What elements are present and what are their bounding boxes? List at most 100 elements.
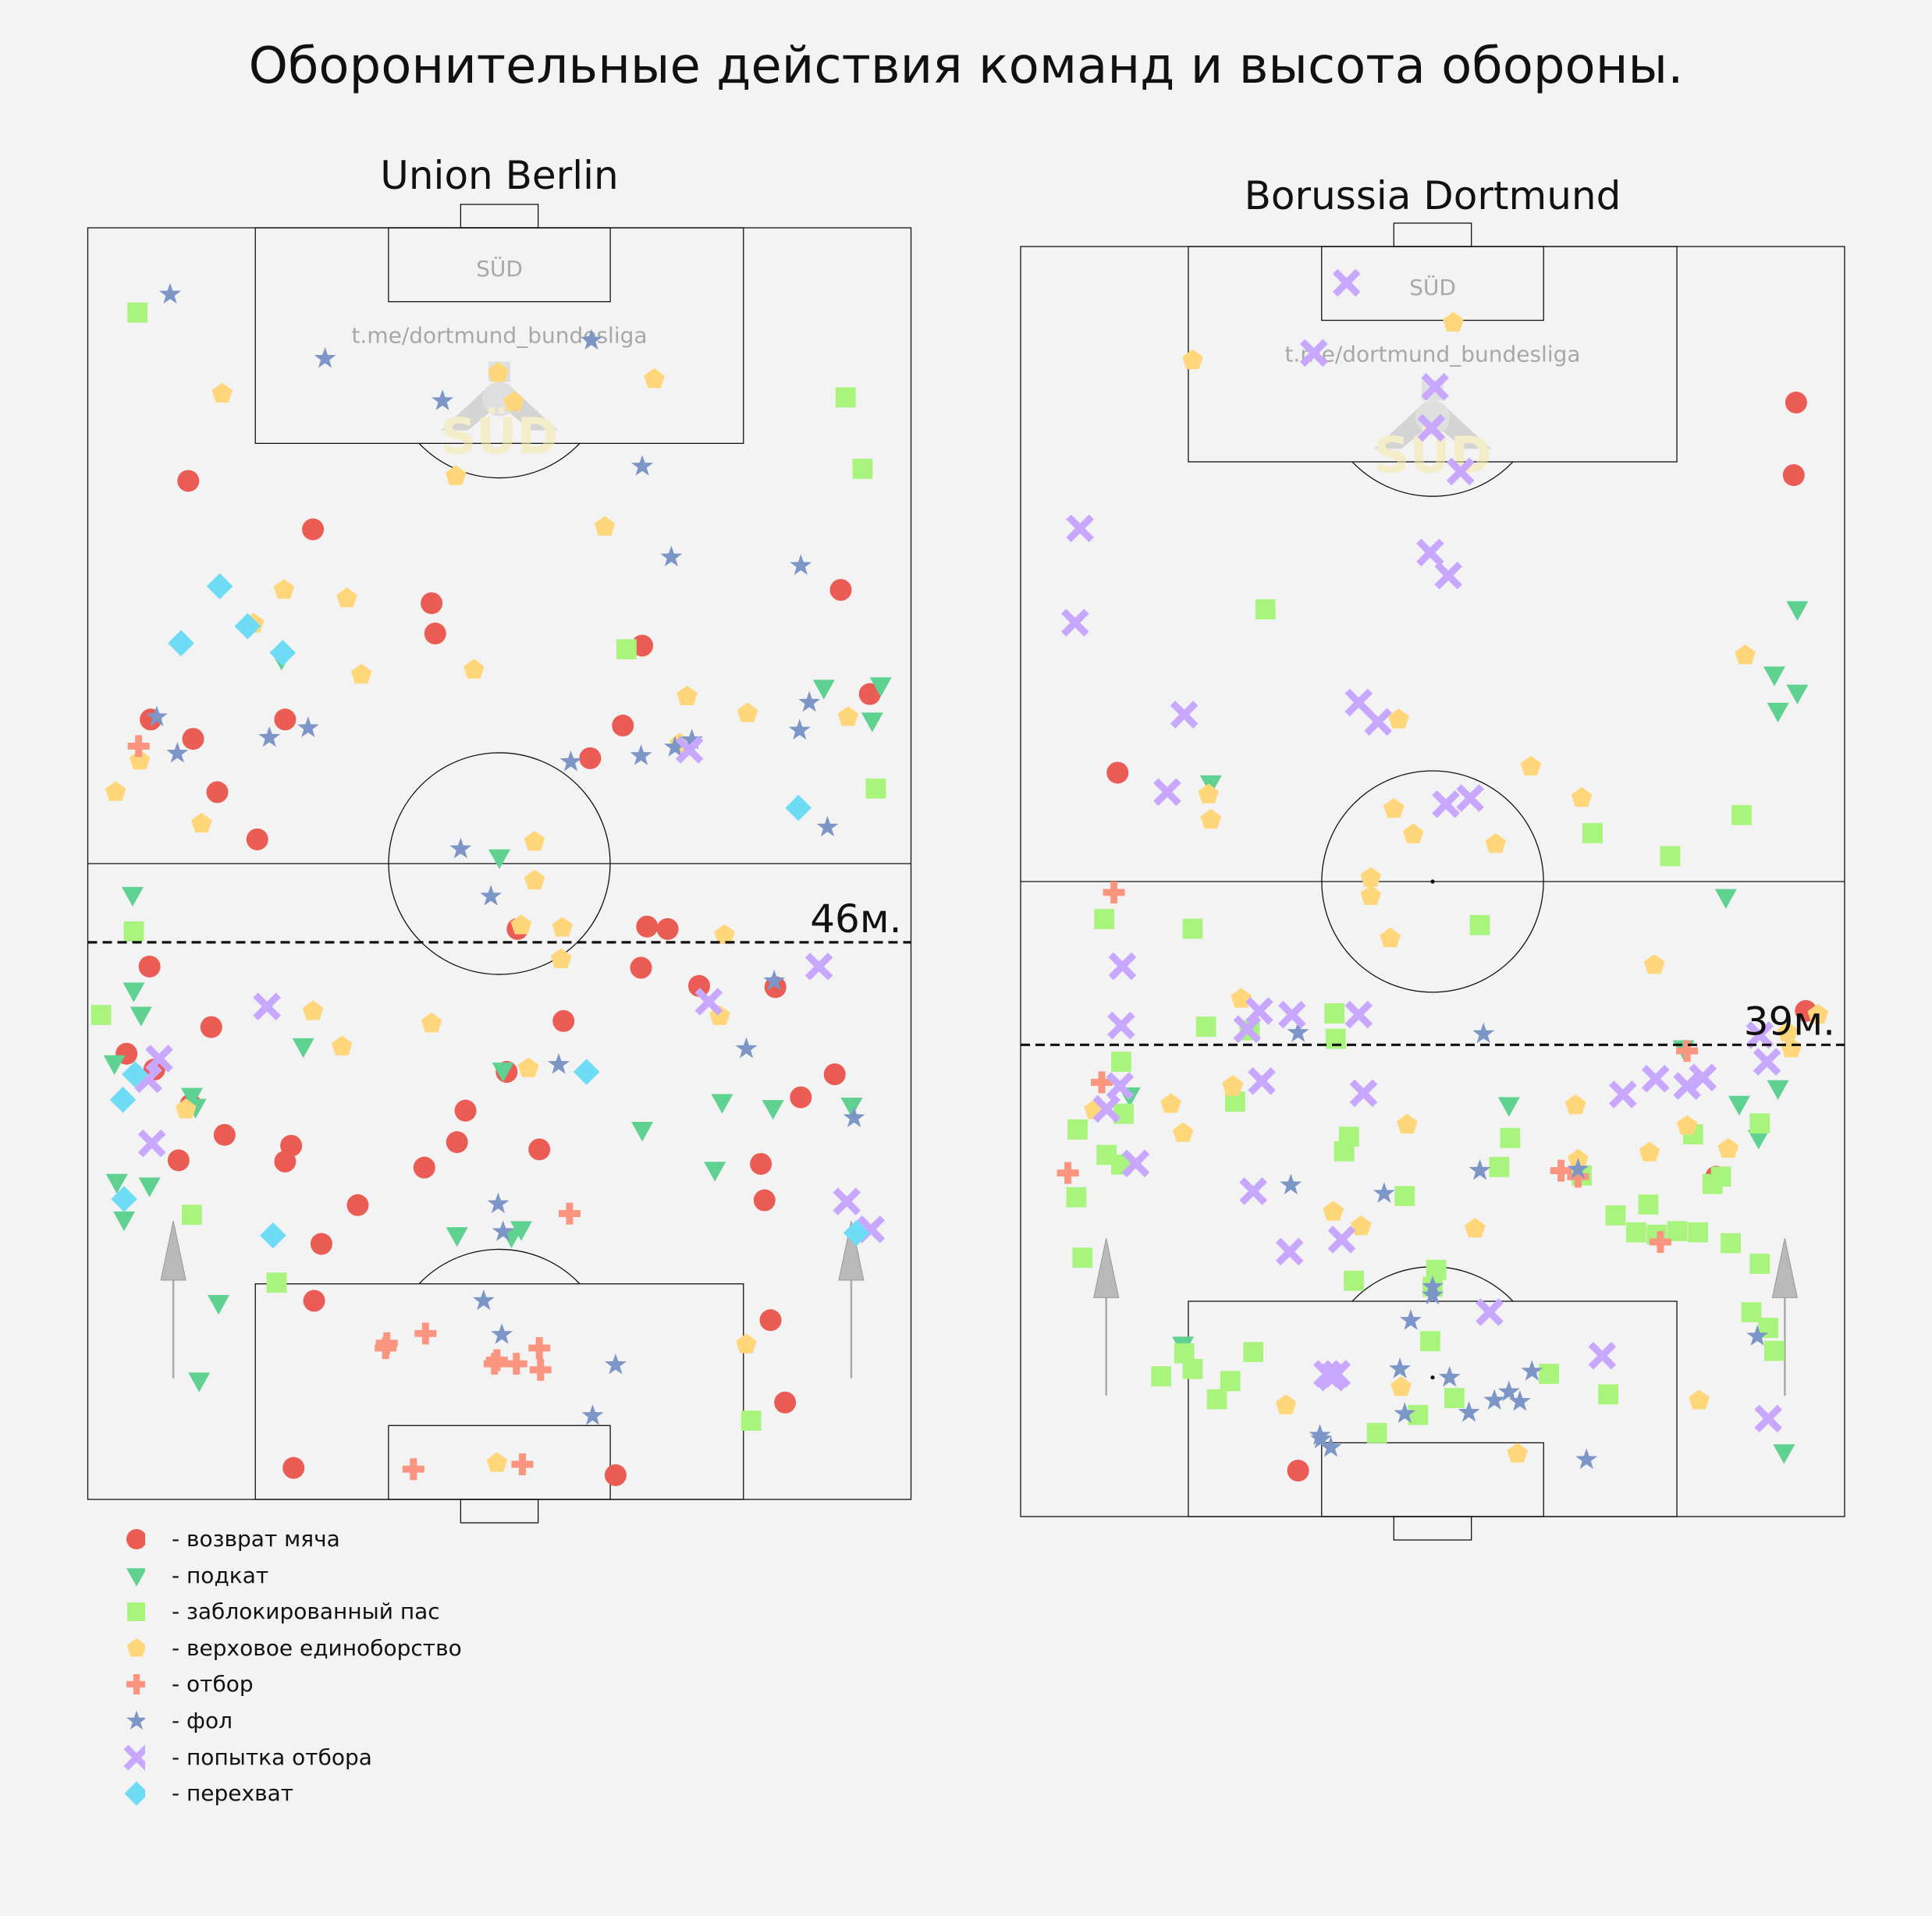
event-foul: [1287, 1021, 1309, 1042]
event-blocked: [1660, 846, 1681, 867]
event-attempt: [675, 736, 704, 764]
event-tackle: [704, 1162, 726, 1182]
event-attempt: [1318, 1363, 1346, 1392]
event-attempt: [1753, 1048, 1781, 1076]
event-interception: [260, 1222, 286, 1249]
event-recovery: [750, 1152, 772, 1175]
event-aerial: [1275, 1394, 1297, 1414]
event-recovery: [274, 708, 297, 731]
event-blocked: [1749, 1113, 1770, 1134]
event-recovery: [138, 955, 161, 978]
event-blocked: [1220, 1371, 1241, 1392]
event-aerial: [552, 917, 573, 937]
event-tackle: [105, 1173, 128, 1194]
event-foul: [664, 736, 686, 757]
event-aerial: [421, 1012, 442, 1033]
event-attempt: [1588, 1341, 1617, 1370]
event-takeaway: [414, 1322, 437, 1345]
legend-label: - отбор: [172, 1671, 254, 1698]
event-recovery: [303, 1290, 325, 1312]
event-blocked: [1500, 1127, 1521, 1148]
legend-item-takeaway: - отбор: [117, 1666, 663, 1703]
event-tackle: [1786, 684, 1809, 704]
event-recovery: [604, 1464, 627, 1486]
event-aerial: [1507, 1442, 1528, 1463]
event-foul: [548, 1053, 570, 1074]
event-tackle: [861, 712, 883, 733]
event-takeaway: [528, 1336, 551, 1359]
event-blocked: [865, 778, 886, 799]
event-tackle: [1767, 1080, 1789, 1100]
event-foul: [843, 1106, 865, 1127]
event-blocked: [835, 387, 856, 408]
event-attempt: [1641, 1064, 1670, 1093]
event-blocked: [1741, 1302, 1762, 1322]
event-blocked: [1489, 1157, 1510, 1177]
event-blocked: [1066, 1187, 1087, 1208]
event-foul: [1389, 1357, 1412, 1378]
event-foul: [1508, 1390, 1531, 1411]
event-aerial: [550, 948, 572, 968]
event-attempt: [145, 1045, 173, 1073]
svg-text:SÜD: SÜD: [440, 407, 558, 467]
legend-label: - возврат мяча: [172, 1526, 340, 1552]
zone-label: SÜD: [476, 255, 523, 282]
event-takeaway: [1567, 1166, 1589, 1188]
event-foul: [735, 1037, 758, 1059]
event-blocked: [1426, 1259, 1447, 1280]
event-aerial: [677, 685, 698, 706]
event-tackle: [1763, 666, 1785, 687]
event-foul: [580, 328, 602, 350]
event-blocked: [91, 1005, 112, 1025]
event-aerial: [1689, 1389, 1710, 1410]
event-aerial: [1222, 1075, 1244, 1095]
event-blocked: [1206, 1389, 1227, 1410]
event-recovery: [310, 1233, 332, 1255]
pentagon-icon: [126, 1637, 145, 1657]
event-foul: [605, 1354, 627, 1375]
event-aerial: [503, 391, 524, 411]
event-attempt: [1456, 784, 1484, 812]
event-blocked: [1072, 1247, 1093, 1268]
event-tackle: [1714, 889, 1737, 909]
event-foul: [492, 1220, 514, 1241]
event-interception: [206, 573, 233, 600]
legend-item-interception: - перехват: [117, 1776, 663, 1812]
event-aerial: [445, 465, 467, 485]
event-attempt: [1107, 1011, 1135, 1040]
event-attempt: [1275, 1237, 1304, 1266]
event-foul: [449, 837, 472, 859]
event-aerial: [1383, 798, 1405, 818]
event-tackle: [711, 1094, 733, 1114]
event-aerial: [517, 1057, 539, 1077]
event-recovery: [1106, 761, 1129, 784]
event-foul: [1458, 1401, 1480, 1422]
event-aerial: [737, 702, 758, 722]
event-foul: [432, 389, 454, 410]
event-aerial: [510, 914, 532, 935]
event-attempt: [1153, 778, 1181, 807]
page-title: Оборонительные действия команд и высота …: [248, 37, 1684, 95]
event-tackle: [123, 982, 145, 1002]
event-blocked: [1626, 1222, 1646, 1243]
event-attempt: [1432, 789, 1460, 818]
event-blocked: [266, 1272, 287, 1293]
legend: - возврат мяча - подкат - заблокированный …: [117, 1521, 663, 1812]
event-aerial: [336, 587, 357, 608]
event-aerial: [1360, 867, 1382, 887]
event-tackle: [812, 679, 835, 700]
event-tackle: [188, 1372, 211, 1393]
event-foul: [1394, 1402, 1416, 1424]
event-aerial: [1360, 885, 1382, 905]
legend-item-foul: - фол: [117, 1703, 663, 1740]
event-attempt: [1245, 997, 1273, 1025]
event-tackle: [180, 1088, 203, 1108]
event-foul: [1400, 1309, 1422, 1330]
event-aerial: [463, 658, 485, 679]
event-blocked: [1605, 1205, 1626, 1226]
event-interception: [168, 630, 194, 657]
watermark-logo-icon: SÜD: [1373, 380, 1492, 484]
event-aerial: [1777, 1021, 1799, 1042]
event-aerial: [1380, 927, 1401, 948]
